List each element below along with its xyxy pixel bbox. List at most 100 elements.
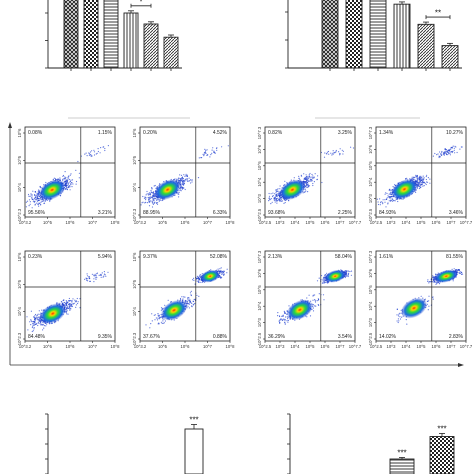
event-dot <box>318 293 320 295</box>
event-dot <box>287 319 289 322</box>
event-dot <box>29 203 31 205</box>
event-dot <box>449 151 451 153</box>
event-dot <box>141 202 143 204</box>
event-dot <box>29 321 31 323</box>
event-dot <box>144 196 146 198</box>
event-dot <box>183 296 185 298</box>
event-dot <box>153 194 155 196</box>
event-dot <box>219 268 221 270</box>
event-dot <box>303 178 305 180</box>
event-dot <box>184 296 186 298</box>
event-dot <box>271 201 273 203</box>
event-dot <box>284 316 287 318</box>
event-dot <box>350 274 352 276</box>
x-tick-label: 10^3.2 <box>134 220 147 225</box>
event-dot <box>42 324 44 326</box>
event-dot <box>179 174 181 176</box>
bar-charts-layer: ******************** <box>45 0 462 474</box>
event-dot <box>146 193 148 195</box>
event-dot <box>332 152 334 154</box>
quadrant-label-upper-right: 5.94% <box>98 254 113 260</box>
event-dot <box>33 327 35 329</box>
event-dot <box>382 203 384 205</box>
event-dot <box>96 152 98 154</box>
event-dot <box>453 147 455 149</box>
x-tick-label: 10^6 <box>66 220 76 225</box>
event-dot <box>186 179 188 181</box>
event-dot <box>456 151 458 154</box>
event-dot <box>209 156 211 158</box>
event-dot <box>104 149 106 152</box>
event-dot <box>308 174 310 176</box>
event-dot <box>154 201 156 203</box>
event-dot <box>56 302 58 304</box>
event-dot <box>185 175 187 177</box>
event-dot <box>193 279 195 281</box>
event-dot <box>451 146 453 149</box>
event-dot <box>446 150 448 152</box>
flow-outer-axes <box>8 122 464 367</box>
event-dot <box>41 323 43 325</box>
event-dot <box>313 176 315 178</box>
y-tick-label: 10^2.3 <box>132 332 137 345</box>
event-dot <box>418 179 421 181</box>
event-dot <box>306 316 308 318</box>
event-dot <box>211 149 213 151</box>
event-dot <box>93 278 95 280</box>
flow-plot: 2.13% 58.04%36.29% 3.54%10^2.5 10^3 10^4 10^5… <box>257 250 362 349</box>
event-dot <box>439 156 441 158</box>
event-dot <box>423 185 425 187</box>
event-dot <box>33 320 35 322</box>
event-dot <box>67 177 69 179</box>
event-dot <box>96 277 98 279</box>
bar-panel-bottom-left: *** <box>45 413 204 474</box>
event-dot <box>440 153 442 155</box>
event-dot <box>394 200 396 202</box>
event-dot <box>177 179 179 181</box>
x-tick-label: 10^6 <box>321 220 331 225</box>
y-tick-label: 10^5 <box>257 161 262 171</box>
bar <box>429 436 455 474</box>
quadrant-label-lower-right: 6.33% <box>213 210 228 216</box>
event-dot <box>100 276 102 278</box>
event-dot <box>198 275 200 277</box>
event-dot <box>189 292 192 294</box>
event-dot <box>418 186 421 188</box>
event-dot <box>57 178 59 180</box>
flow-plots-layer: 0.08% 1.15%95.56% 3.21%10^3.2 10^5 10^6 10^7 1… <box>17 126 473 349</box>
event-dot <box>79 298 81 300</box>
x-tick-label: 10^5 <box>43 220 53 225</box>
x-tick-label: 10^7 <box>203 344 213 349</box>
event-dot <box>388 189 390 192</box>
event-dot <box>64 180 66 183</box>
event-dot <box>444 148 446 150</box>
event-dot <box>377 201 379 203</box>
event-dot <box>327 150 330 153</box>
event-dot <box>215 147 218 149</box>
event-dot <box>437 153 439 155</box>
event-dot <box>66 181 68 183</box>
bar-panel-bottom-right: ****** <box>287 413 455 474</box>
quadrant-label-upper-left: 0.23% <box>28 254 43 260</box>
event-dot <box>34 198 36 201</box>
event-dot <box>38 189 40 191</box>
event-dot <box>201 157 203 159</box>
event-dot <box>384 201 386 203</box>
flow-plot: 9.37% 52.08%37.67% 0.88%10^3.2 10^5 10^6 10^7… <box>132 250 235 349</box>
event-dot <box>184 188 186 191</box>
event-dot <box>107 271 109 273</box>
event-dot <box>69 309 71 311</box>
event-dot <box>35 323 37 325</box>
event-dot <box>43 327 45 329</box>
event-dot <box>419 183 421 185</box>
event-dot <box>384 193 386 195</box>
event-dot <box>36 199 38 201</box>
event-dot <box>158 322 160 324</box>
event-dot <box>453 149 455 151</box>
significance-label: *** <box>397 449 406 458</box>
event-dot <box>89 151 92 153</box>
event-dot <box>153 202 155 204</box>
event-dot <box>312 307 314 309</box>
event-dot <box>64 181 66 184</box>
event-dot <box>151 313 153 315</box>
